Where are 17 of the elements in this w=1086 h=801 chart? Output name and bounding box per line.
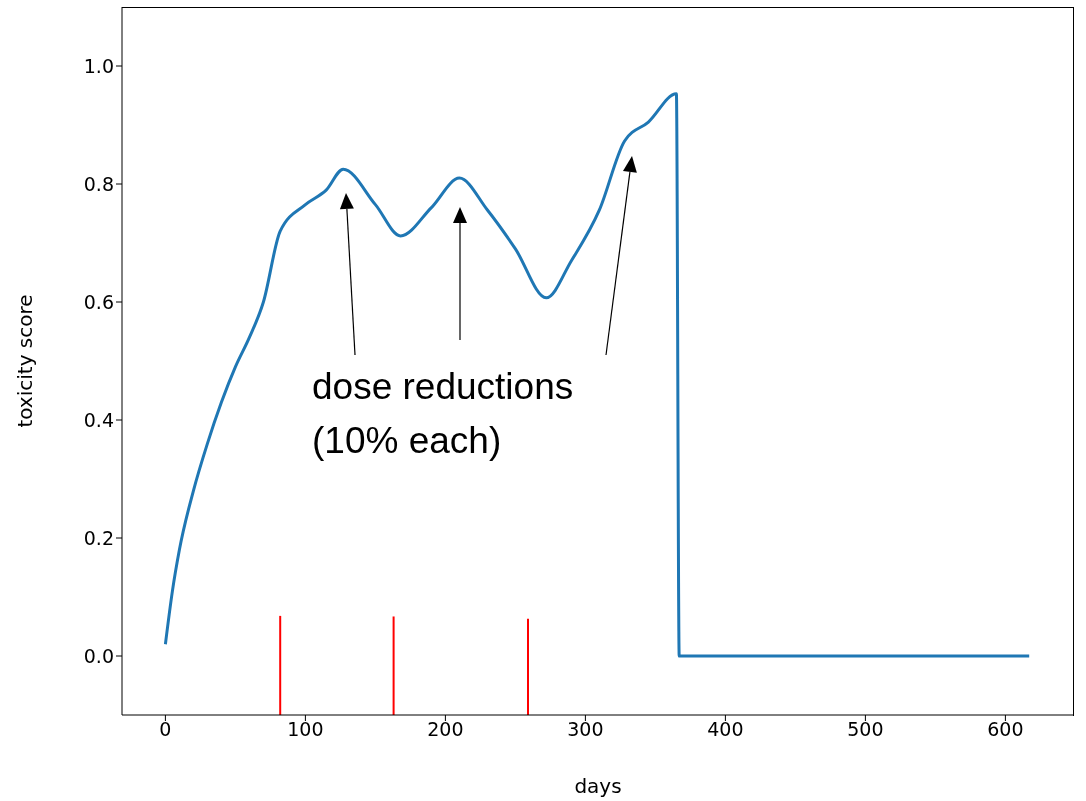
x-tick-label: 0: [159, 718, 172, 741]
x-tick-label: 500: [847, 718, 884, 741]
x-tick-label: 200: [427, 718, 464, 741]
y-tick-label: 0.2: [83, 526, 114, 549]
line-series: [163, 92, 1031, 658]
y-tick-label: 0.8: [83, 172, 114, 195]
y-tick-label: 0.6: [83, 290, 114, 313]
x-tick-label: 100: [287, 718, 324, 741]
y-tick-label: 0.0: [83, 644, 114, 667]
x-tick-label: 300: [567, 718, 604, 741]
x-axis-title: days: [574, 774, 622, 798]
y-tick-label: 1.0: [83, 54, 114, 77]
x-tick-label: 400: [707, 718, 744, 741]
annotation: dose reductions (10% each): [312, 365, 574, 463]
y-tick-label: 0.4: [83, 408, 114, 431]
y-axis-title: toxicity score: [13, 294, 38, 428]
x-tick-label: 600: [987, 718, 1024, 741]
